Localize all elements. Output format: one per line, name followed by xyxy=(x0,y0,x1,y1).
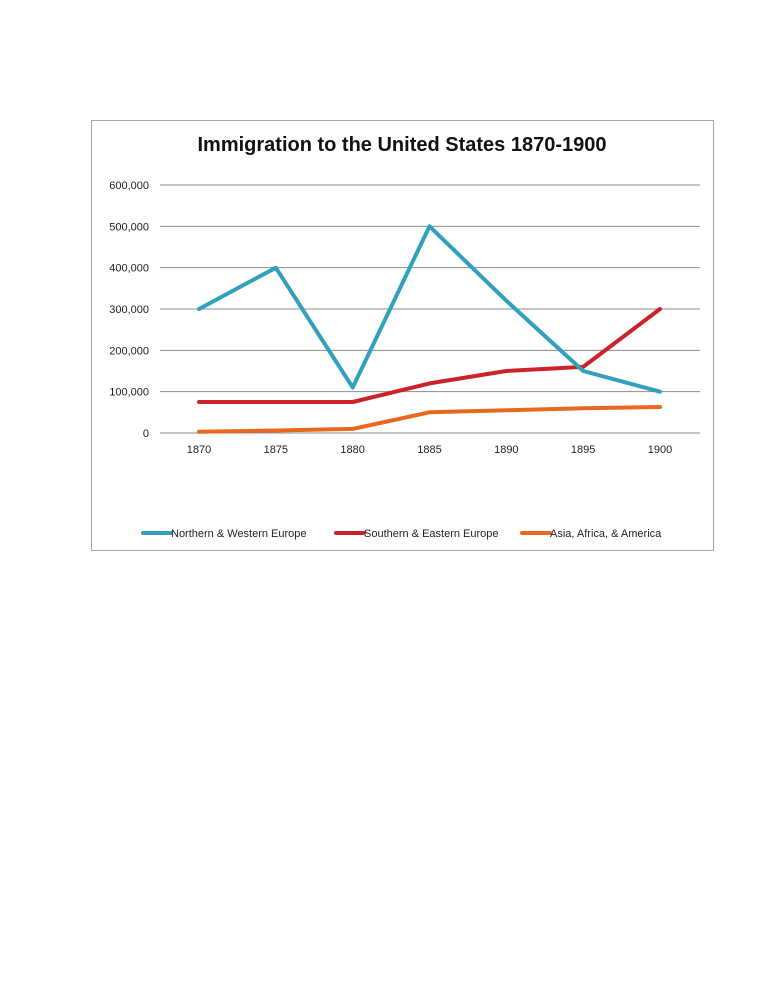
legend-label: Southern & Eastern Europe xyxy=(364,528,499,540)
y-tick-label: 500,000 xyxy=(109,221,149,233)
chart-title: Immigration to the United States 1870-19… xyxy=(197,134,606,156)
legend-label: Asia, Africa, & America xyxy=(550,528,662,540)
series-line xyxy=(197,405,662,434)
y-tick-label: 600,000 xyxy=(109,180,149,192)
chart-frame xyxy=(91,120,714,551)
series-line xyxy=(197,307,662,404)
y-tick-label: 400,000 xyxy=(109,263,149,275)
legend-label: Northern & Western Europe xyxy=(171,528,307,540)
x-tick-label: 1890 xyxy=(494,444,518,456)
x-tick-label: 1875 xyxy=(264,444,288,456)
x-tick-label: 1885 xyxy=(417,444,441,456)
x-tick-label: 1870 xyxy=(187,444,211,456)
x-axis-tick-labels: 1870 1875 1880 1885 1890 1895 1900 xyxy=(187,444,672,456)
gridlines xyxy=(160,184,700,434)
y-tick-label: 100,000 xyxy=(109,387,149,399)
x-tick-label: 1880 xyxy=(340,444,364,456)
y-axis-tick-labels: 0 100,000 200,000 300,000 400,000 500,000 600,… xyxy=(109,180,149,440)
y-tick-label: 0 xyxy=(143,428,149,440)
legend: Northern & Western Europe Southern & East… xyxy=(141,528,662,540)
y-tick-label: 300,000 xyxy=(109,304,149,316)
series-lines xyxy=(197,224,662,434)
x-tick-label: 1895 xyxy=(571,444,595,456)
x-tick-label: 1900 xyxy=(648,444,672,456)
y-tick-label: 200,000 xyxy=(109,345,149,357)
series-line xyxy=(197,224,662,394)
